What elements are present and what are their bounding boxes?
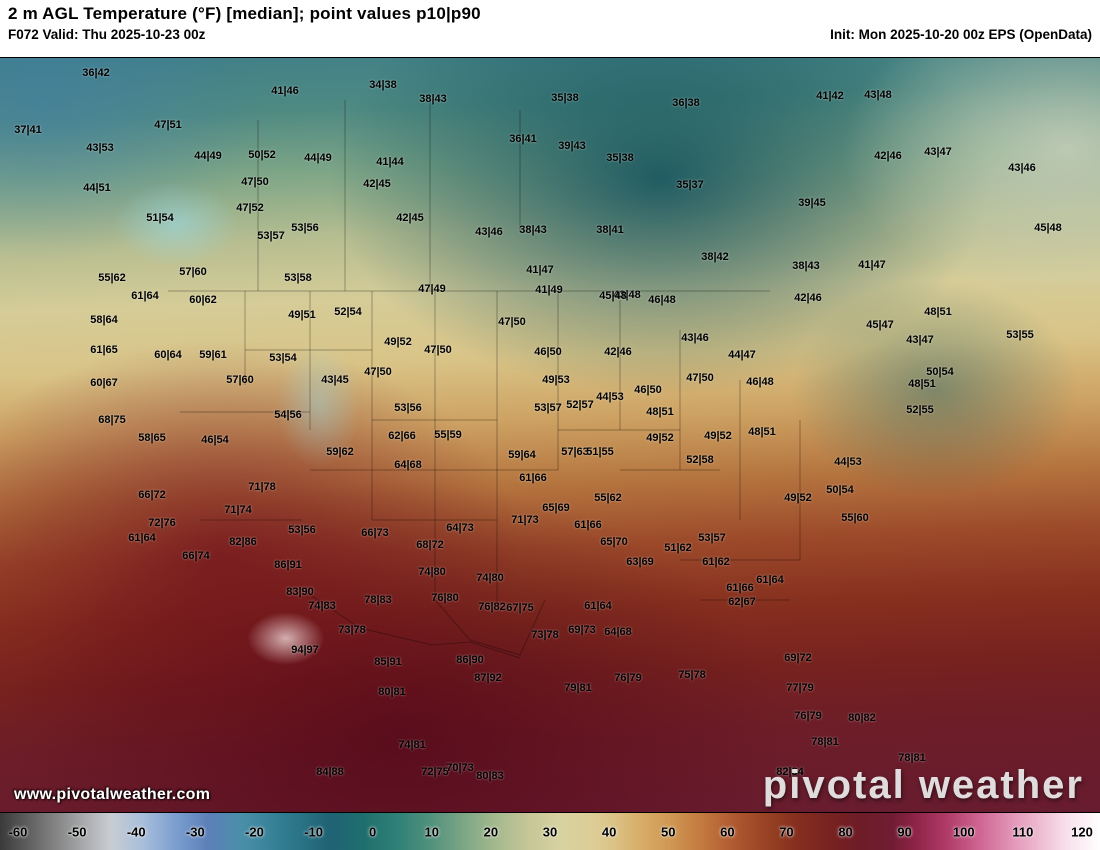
colorbar-tick: 80 bbox=[838, 824, 853, 839]
page-title: 2 m AGL Temperature (°F) [median]; point… bbox=[8, 4, 481, 23]
colorbar-tick: -50 bbox=[67, 824, 87, 839]
header: 2 m AGL Temperature (°F) [median]; point… bbox=[0, 0, 1100, 57]
colorbar-tick: 0 bbox=[369, 824, 377, 839]
colorbar-tick: 30 bbox=[542, 824, 558, 839]
watermark-url: www.pivotalweather.com bbox=[14, 786, 211, 803]
colorbar-tick: 20 bbox=[483, 824, 499, 839]
colorbar-tick: 50 bbox=[660, 824, 676, 839]
colorbar-tick: 100 bbox=[952, 824, 975, 839]
colorbar-tick: -20 bbox=[245, 824, 264, 839]
colorbar-gradient bbox=[0, 813, 1100, 850]
colorbar-tick: 10 bbox=[424, 824, 439, 839]
colorbar-tick: 40 bbox=[601, 824, 617, 839]
colorbar-tick: 120 bbox=[1071, 824, 1093, 839]
map-canvas[interactable] bbox=[0, 57, 1100, 812]
colorbar-tick: -30 bbox=[185, 824, 205, 839]
colorbar-tick: 60 bbox=[720, 824, 735, 839]
colorbar-legend: -60 -50 -40 -30 -20 -10 0 10 20 30 40 50 60 70 80 90 100… bbox=[0, 812, 1100, 850]
valid-time-label: F072 Valid: Thu 2025-10-23 00z bbox=[8, 27, 206, 42]
pivotal-weather-logo: pivotal weather bbox=[762, 763, 1084, 807]
colorbar-tick: -60 bbox=[8, 824, 28, 839]
init-time-label: Init: Mon 2025-10-20 00z EPS (OpenData) bbox=[830, 27, 1092, 42]
colorbar-tick: -40 bbox=[126, 824, 146, 839]
colorbar-tick: 70 bbox=[779, 824, 794, 839]
colorbar-tick: 90 bbox=[897, 824, 912, 839]
colorbar-ticks: -60 -50 -40 -30 -20 -10 0 10 20 30 40 50 60 70 80 90 100… bbox=[9, 813, 1093, 850]
colorbar-tick: -10 bbox=[304, 824, 323, 839]
colorbar-tick: 110 bbox=[1012, 824, 1034, 839]
